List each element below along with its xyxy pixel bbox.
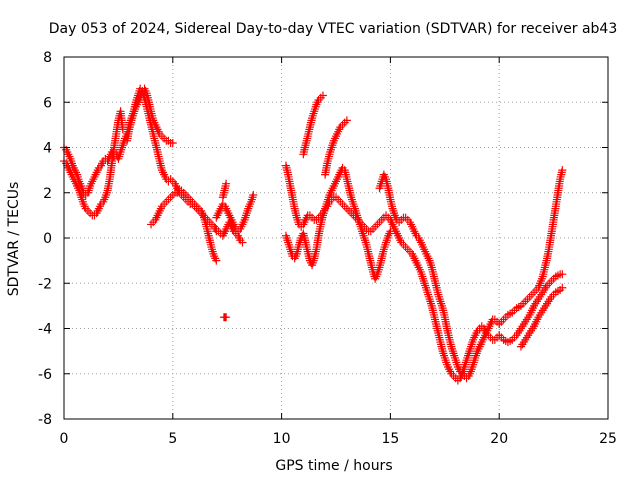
chart-title: Day 053 of 2024, Sidereal Day-to-day VTE…: [49, 21, 618, 37]
data-point: [558, 283, 567, 292]
series-16: [495, 166, 567, 328]
data-point: [318, 91, 327, 100]
x-axis-label: GPS time / hours: [275, 458, 392, 474]
series-14: [386, 215, 504, 385]
series-3: [123, 84, 177, 147]
x-tick-label: 5: [168, 431, 177, 447]
y-tick-label: -8: [38, 412, 52, 428]
data-point: [212, 256, 221, 265]
series-17: [516, 283, 567, 351]
y-tick-label: 8: [43, 50, 52, 66]
series-13: [375, 170, 504, 383]
y-axis-label: SDTVAR / TECUs: [6, 182, 22, 297]
axes: 0 5 10 15 20 25 -8 -6 -4 -2 0 2 4 6 8: [38, 50, 617, 447]
y-tick-label: -2: [38, 276, 52, 292]
x-tick-label: 10: [273, 431, 291, 447]
data-point: [222, 179, 231, 188]
x-tick-label: 25: [599, 431, 617, 447]
series-6: [212, 218, 247, 247]
y-tick-label: -4: [38, 322, 52, 338]
series-2: [60, 107, 127, 220]
data-series: [60, 84, 567, 385]
data-point: [558, 166, 567, 175]
data-point: [222, 313, 231, 322]
x-tick-label: 20: [490, 431, 508, 447]
y-tick-label: 2: [43, 186, 52, 202]
y-tick-label: 4: [43, 141, 52, 157]
series-11: [299, 91, 327, 159]
y-tick-label: 0: [43, 231, 52, 247]
x-tick-label: 0: [60, 431, 69, 447]
y-tick-label: -6: [38, 367, 52, 383]
data-point: [342, 116, 351, 125]
data-point: [249, 191, 258, 200]
series-12: [321, 116, 351, 179]
data-point: [558, 270, 567, 279]
x-tick-label: 15: [381, 431, 399, 447]
data-point: [168, 138, 177, 147]
gridlines: [64, 57, 608, 419]
series-8: [219, 313, 231, 322]
series-5: [212, 191, 258, 236]
series-4: [147, 186, 221, 265]
data-point: [238, 238, 247, 247]
series-15: [495, 270, 567, 347]
y-tick-label: 6: [43, 95, 52, 111]
series-10: [281, 163, 395, 283]
series-7: [218, 179, 231, 202]
